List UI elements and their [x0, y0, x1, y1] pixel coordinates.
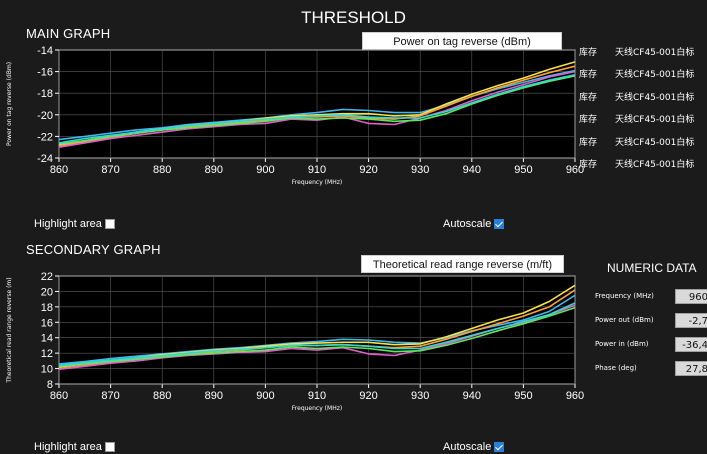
numeric-row-power-in: Power in (dBm) -36,4 — [595, 337, 707, 352]
legend-store: 库存 — [579, 137, 598, 148]
main-series-line-6 — [58, 74, 576, 144]
legend-store: 库存 — [579, 115, 598, 126]
legend-name: 天线CF45-001白标 — [615, 115, 695, 126]
main-x-axis-label: Frequency (MHz) — [292, 179, 342, 186]
numeric-label: Phase (deg) — [595, 364, 637, 372]
app-title: THRESHOLD — [301, 8, 406, 27]
main-autoscale-label: Autoscale — [443, 218, 492, 230]
secondary-highlight-label: Highlight area — [34, 441, 102, 453]
legend-store: 库存 — [579, 47, 598, 58]
main-y-tick-label: -20 — [37, 110, 53, 122]
numeric-row-power-out: Power out (dBm) -2,7 — [595, 313, 707, 328]
secondary-autoscale-label: Autoscale — [443, 441, 492, 453]
secondary-x-tick-label: 890 — [205, 390, 223, 402]
main-graph-title: MAIN GRAPH — [26, 26, 111, 41]
secondary-y-tick-label: 18 — [41, 302, 53, 314]
legend-name: 天线CF45-001白标 — [615, 92, 695, 103]
secondary-y-axis-label: Theoretical read range reverse (m) — [6, 277, 13, 383]
numeric-label: Power out (dBm) — [595, 316, 654, 324]
secondary-x-tick-label: 880 — [153, 390, 171, 402]
secondary-series-line-6 — [58, 302, 576, 367]
main-x-tick-label: 880 — [153, 164, 171, 176]
numeric-row-phase: Phase (deg) 27,8 — [595, 361, 707, 376]
main-x-tick-label: 930 — [411, 164, 429, 176]
main-highlight-checkbox[interactable] — [104, 219, 115, 229]
secondary-graph-title: SECONDARY GRAPH — [26, 242, 161, 257]
numeric-value-field: -2,7 — [675, 313, 707, 328]
secondary-x-tick-label: 860 — [50, 390, 68, 402]
legend-store: 库存 — [579, 92, 598, 103]
secondary-y-tick-label: 20 — [41, 286, 53, 298]
main-x-tick-label: 860 — [50, 164, 68, 176]
main-x-tick-label: 960 — [566, 164, 584, 176]
secondary-series-line-5 — [58, 306, 576, 368]
secondary-graph-selector[interactable]: Theoretical read range reverse (m/ft) — [361, 255, 564, 273]
main-graph-plot: 860 870 880 890 900 910 920 930 940 950 960 -24 -22 -… — [6, 45, 584, 186]
main-x-tick-label: 870 — [101, 164, 119, 176]
numeric-data-title: NUMERIC DATA — [607, 261, 697, 275]
main-autoscale-checkbox[interactable] — [494, 219, 505, 229]
legend-item[interactable]: 库存 天线CF45-001白标 — [579, 63, 694, 86]
main-x-tick-label: 900 — [256, 164, 274, 176]
main-x-tick-label: 940 — [463, 164, 481, 176]
secondary-x-tick-label: 930 — [411, 390, 429, 402]
main-y-tick-label: -14 — [37, 45, 53, 57]
numeric-value-field: -36,4 — [675, 337, 707, 352]
secondary-graph-plot: 860 870 880 890 900 910 920 930 940 950 960 8 10 12 14… — [6, 271, 584, 412]
legend-name: 天线CF45-001白标 — [615, 70, 695, 81]
secondary-x-axis-label: Frequency (MHz) — [292, 405, 342, 412]
main-y-tick-label: -24 — [37, 153, 53, 165]
secondary-y-tick-label: 22 — [41, 271, 53, 283]
secondary-x-tick-label: 940 — [463, 390, 481, 402]
main-y-tick-label: -16 — [37, 67, 53, 79]
legend-item[interactable]: 库存 天线CF45-001白标 — [579, 85, 694, 108]
secondary-highlight-control[interactable]: Highlight area — [34, 441, 115, 453]
legend-item[interactable]: 库存 天线CF45-001白标 — [579, 153, 694, 176]
legend-name: 天线CF45-001白标 — [615, 160, 695, 171]
secondary-autoscale-control[interactable]: Autoscale — [443, 441, 505, 453]
legend-item[interactable]: 库存 天线CF45-001白标 — [579, 108, 694, 131]
legend-name: 天线CF45-001白标 — [615, 47, 695, 58]
numeric-label: Power in (dBm) — [595, 340, 649, 348]
legend-item[interactable]: 库存 天线CF45-001白标 — [579, 130, 694, 153]
secondary-y-tick-label: 16 — [41, 317, 53, 329]
legend-item[interactable]: 库存 天线CF45-001白标 — [579, 40, 694, 63]
numeric-value-field: 27,8 — [675, 361, 707, 376]
main-series-line-5 — [58, 75, 576, 145]
main-autoscale-control[interactable]: Autoscale — [443, 218, 505, 230]
legend-store: 库存 — [579, 160, 598, 171]
secondary-x-tick-label: 920 — [359, 390, 377, 402]
main-x-tick-label: 890 — [205, 164, 223, 176]
secondary-x-tick-label: 910 — [308, 390, 326, 402]
secondary-y-tick-label: 14 — [41, 333, 53, 345]
main-x-tick-label: 910 — [308, 164, 326, 176]
secondary-x-tick-label: 950 — [514, 390, 532, 402]
secondary-autoscale-checkbox[interactable] — [494, 442, 505, 452]
secondary-y-tick-label: 12 — [41, 348, 53, 360]
secondary-highlight-checkbox[interactable] — [104, 442, 115, 452]
main-x-tick-label: 950 — [514, 164, 532, 176]
numeric-label: Frequency (MHz) — [595, 292, 654, 300]
secondary-x-tick-label: 960 — [566, 390, 584, 402]
secondary-x-tick-label: 900 — [256, 390, 274, 402]
secondary-y-tick-label: 10 — [41, 364, 53, 376]
main-series-line-4 — [58, 70, 576, 148]
numeric-value-field: 960 — [675, 289, 707, 304]
main-x-tick-label: 920 — [359, 164, 377, 176]
main-highlight-control[interactable]: Highlight area — [34, 218, 115, 230]
series-legend: 库存 天线CF45-001白标 库存 天线CF45-001白标 库存 天线CF4… — [579, 40, 694, 175]
legend-store: 库存 — [579, 70, 598, 81]
main-y-tick-label: -22 — [37, 131, 53, 143]
secondary-x-tick-label: 870 — [101, 390, 119, 402]
main-highlight-label: Highlight area — [34, 218, 102, 230]
secondary-y-tick-label: 8 — [47, 379, 53, 391]
numeric-row-frequency: Frequency (MHz) 960 — [595, 289, 707, 304]
main-y-axis-label: Power on tag reverse (dBm) — [6, 62, 13, 146]
main-y-tick-label: -18 — [37, 88, 53, 100]
legend-name: 天线CF45-001白标 — [615, 137, 695, 148]
